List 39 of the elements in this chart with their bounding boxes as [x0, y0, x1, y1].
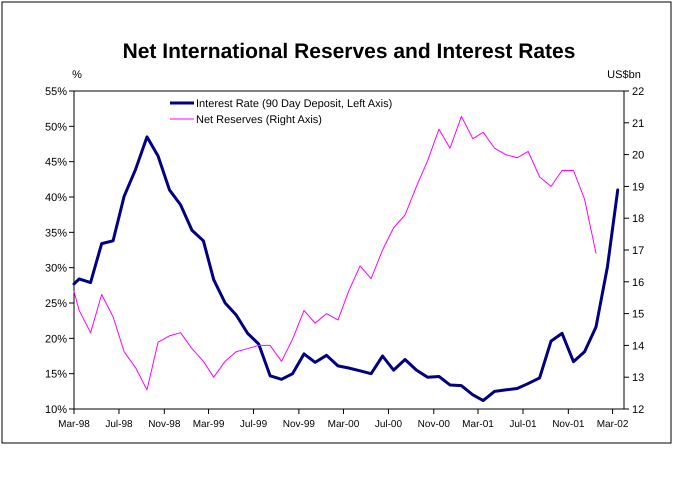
y2-tick-label: 17	[632, 245, 644, 257]
y2-tick-label: 20	[632, 150, 644, 162]
x-tick-label: Mar-00	[328, 419, 360, 430]
y-tick-label: 10%	[44, 404, 68, 416]
y-tick-label: 20%	[44, 333, 68, 346]
x-tick-label: Mar-01	[462, 419, 494, 430]
y2-tick-label: 21	[632, 118, 644, 130]
y2-tick-label: 14	[632, 340, 644, 352]
y2-tick-label: 18	[632, 213, 644, 226]
y-tick-label: 50%	[44, 121, 68, 134]
x-tick-label: Nov-98	[148, 419, 181, 430]
y-tick-label: 55%	[44, 86, 68, 98]
y2-axis-title: US$bn	[607, 69, 641, 81]
y2-tick-label: 15	[632, 308, 644, 321]
x-tick-label: Nov-00	[418, 419, 450, 430]
x-tick-label: Jul-99	[240, 419, 268, 430]
legend-label: Interest Rate (90 Day Deposit, Left Axis)	[196, 98, 392, 110]
y-tick-label: 45%	[44, 156, 68, 169]
y2-tick-label: 19	[632, 181, 644, 194]
y-tick-label: 35%	[44, 227, 68, 240]
x-tick-label: Jul-01	[509, 419, 538, 430]
y-axis-title: %	[72, 69, 82, 81]
y-tick-label: 40%	[44, 192, 68, 204]
x-tick-label: Nov-01	[552, 419, 585, 430]
y-tick-label: 15%	[44, 368, 68, 381]
chart-title: Net International Reserves and Interest Rates	[122, 40, 576, 63]
x-tick-label: Nov-99	[282, 419, 316, 430]
x-tick-label: Jul-00	[374, 419, 402, 430]
y2-tick-label: 22	[632, 86, 644, 98]
y-tick-label: 25%	[44, 298, 68, 310]
x-tick-label: Mar-99	[192, 419, 225, 430]
legend-label: Net Reserves (Right Axis)	[196, 114, 322, 126]
x-tick-label: Jul-98	[105, 419, 134, 430]
x-tick-label: Mar-98	[58, 419, 90, 430]
y2-tick-label: 12	[632, 404, 644, 416]
y2-tick-label: 16	[632, 276, 644, 289]
x-tick-label: Mar-02	[596, 419, 629, 430]
y-tick-label: 30%	[44, 262, 68, 275]
y2-tick-label: 13	[632, 372, 644, 384]
